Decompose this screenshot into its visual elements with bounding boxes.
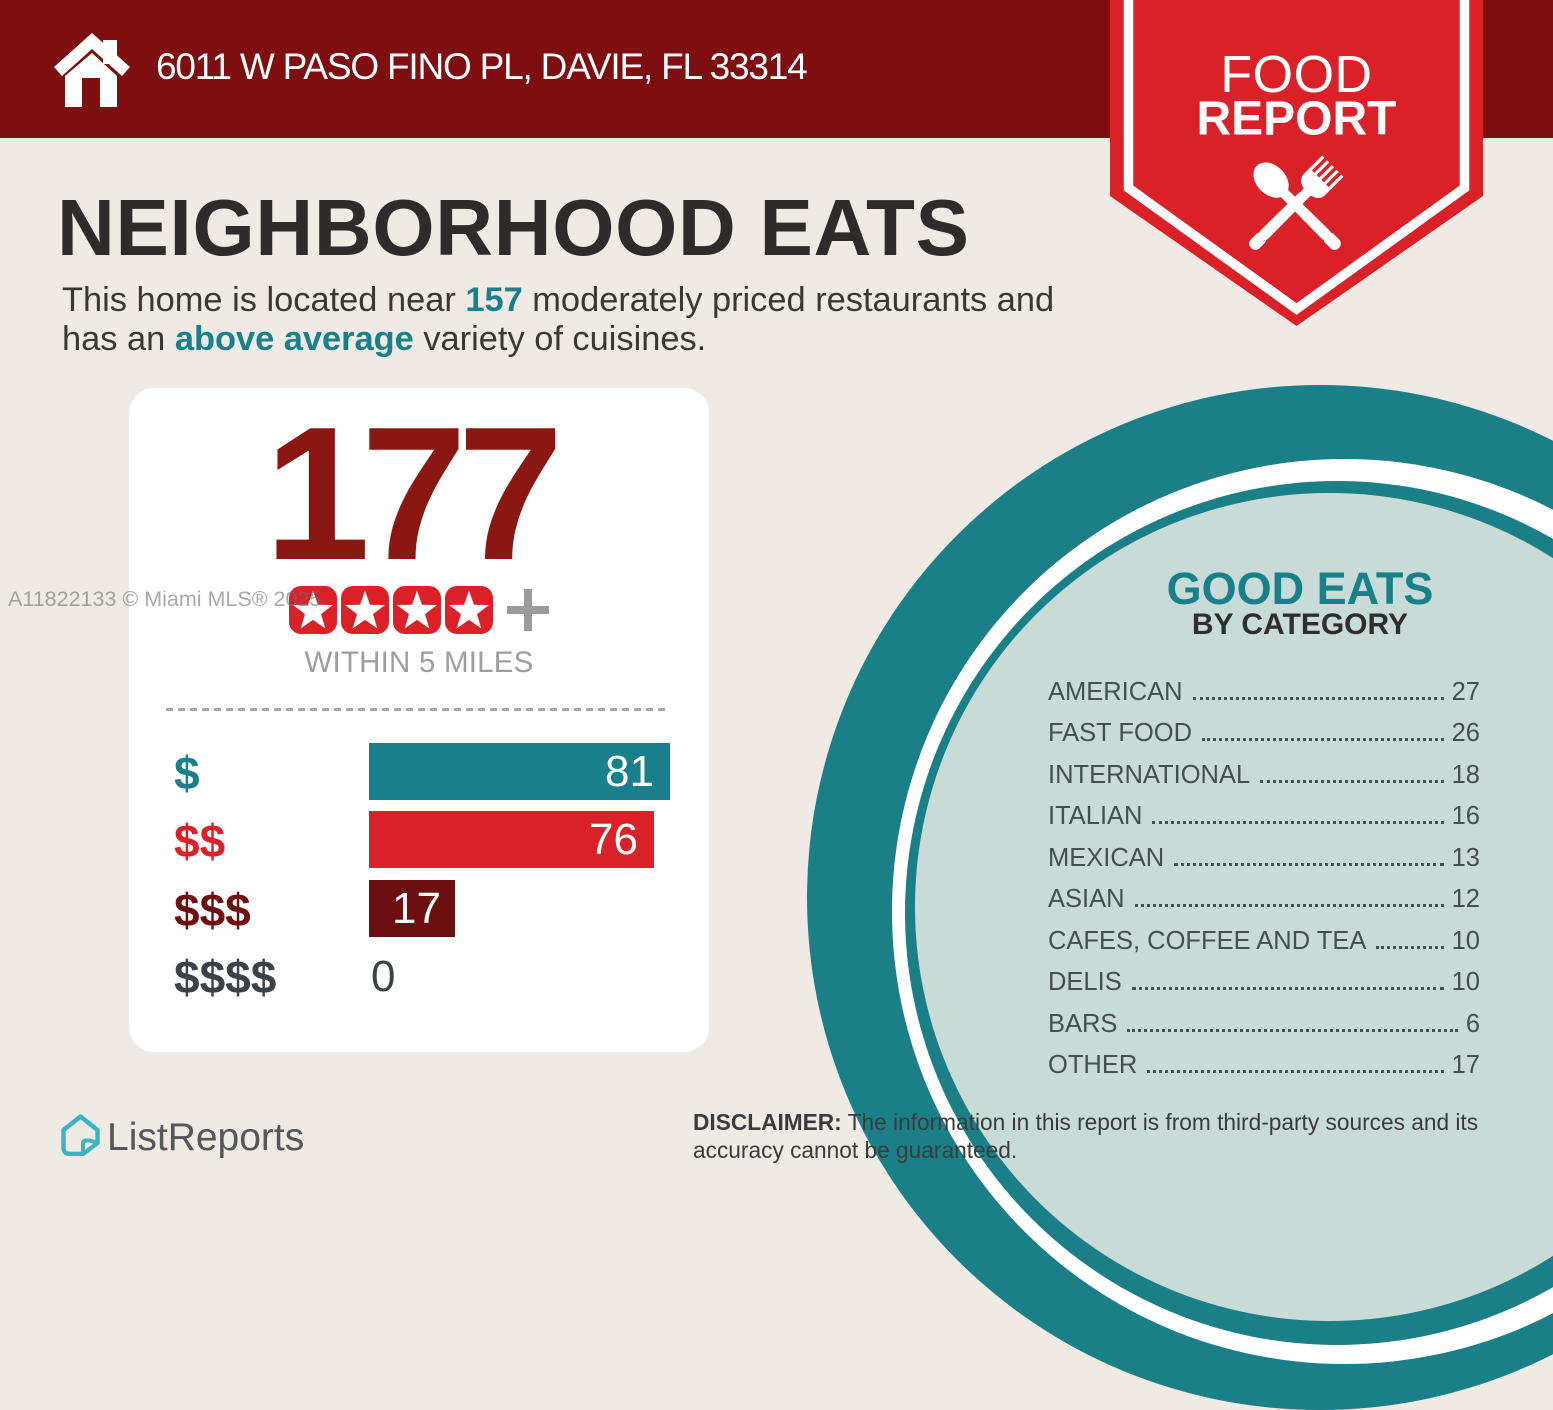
svg-text:REPORT: REPORT [1196,93,1396,146]
svg-text:FOOD: FOOD [1220,46,1372,104]
